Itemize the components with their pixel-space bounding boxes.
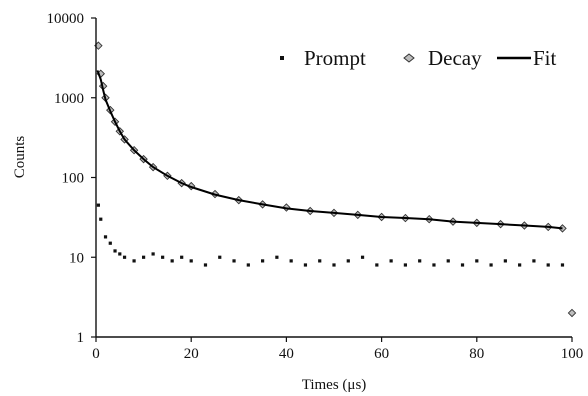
prompt-point <box>261 259 265 263</box>
y-tick-label: 10 <box>69 250 84 266</box>
prompt-point <box>418 259 422 263</box>
y-tick-label: 1000 <box>54 91 84 107</box>
prompt-point <box>122 255 127 259</box>
prompt-point <box>446 259 450 263</box>
fit-line <box>96 70 563 230</box>
x-axis-title: Times (μs) <box>302 377 367 393</box>
prompt-point <box>142 255 146 259</box>
prompt-point <box>546 263 550 267</box>
tick-marks <box>91 17 573 342</box>
prompt-point <box>132 259 136 263</box>
prompt-point <box>432 263 436 267</box>
prompt-point <box>318 259 322 263</box>
prompt-point <box>275 255 279 259</box>
prompt-point <box>189 259 193 263</box>
legend-decay-marker <box>403 53 415 63</box>
prompt-point <box>375 263 379 267</box>
prompt-point <box>170 259 174 263</box>
y-tick-label: 100 <box>62 171 85 187</box>
prompt-point <box>346 259 350 263</box>
tick-labels: 0 20 40 60 80 100 1 10 100 1000 10000 <box>47 11 584 362</box>
prompt-point <box>403 263 407 267</box>
legend-fit-label: Fit <box>533 46 557 70</box>
prompt-point <box>180 255 184 259</box>
prompt-point <box>246 263 250 267</box>
decay-point <box>567 308 577 318</box>
x-tick-label: 40 <box>279 346 294 362</box>
prompt-point <box>232 259 236 263</box>
prompt-point <box>99 217 103 221</box>
y-tick-label: 1 <box>77 330 85 346</box>
prompt-point <box>118 252 122 256</box>
prompt-point <box>460 263 465 267</box>
prompt-point <box>389 259 393 263</box>
y-axis-title: Counts <box>12 136 28 179</box>
legend-decay-label: Decay <box>428 46 482 70</box>
x-tick-label: 0 <box>92 346 100 362</box>
x-tick-label: 80 <box>469 346 484 362</box>
prompt-point <box>360 255 365 259</box>
prompt-point <box>532 259 536 263</box>
x-tick-label: 100 <box>561 346 584 362</box>
prompt-point <box>161 255 165 259</box>
prompt-point <box>218 255 222 259</box>
prompt-point <box>503 259 507 263</box>
prompt-point <box>560 263 565 267</box>
series-decay <box>94 41 577 318</box>
prompt-point <box>113 249 117 253</box>
prompt-point <box>303 263 308 267</box>
x-tick-label: 20 <box>184 346 199 362</box>
legend-prompt-label: Prompt <box>304 46 366 70</box>
x-tick-label: 60 <box>374 346 389 362</box>
y-tick-label: 10000 <box>47 11 85 27</box>
prompt-point <box>289 259 293 263</box>
legend-prompt-marker <box>280 56 284 60</box>
series-prompt <box>96 203 574 315</box>
prompt-point <box>108 241 112 245</box>
prompt-point <box>518 263 522 267</box>
legend: Prompt Decay Fit <box>280 46 557 70</box>
prompt-point <box>475 259 479 263</box>
plot-area <box>94 41 577 318</box>
prompt-point <box>489 263 493 267</box>
prompt-point <box>103 235 108 239</box>
prompt-point <box>332 263 336 267</box>
prompt-point <box>151 252 155 256</box>
prompt-point <box>96 203 100 207</box>
prompt-point <box>203 263 208 267</box>
